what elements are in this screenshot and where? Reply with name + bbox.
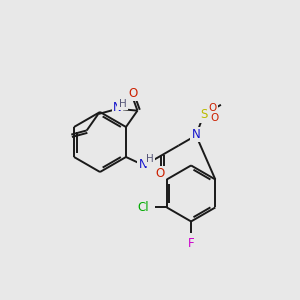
Text: H: H [146,154,154,164]
Text: O: O [128,87,138,100]
Text: N: N [113,101,122,114]
Text: O: O [156,167,165,180]
Text: N: N [192,128,200,141]
Text: Cl: Cl [137,201,149,214]
Text: S: S [200,108,207,121]
Text: N: N [139,158,148,171]
Text: H: H [119,99,126,109]
Text: O: O [208,103,217,113]
Text: O: O [211,113,219,123]
Text: F: F [188,238,194,250]
